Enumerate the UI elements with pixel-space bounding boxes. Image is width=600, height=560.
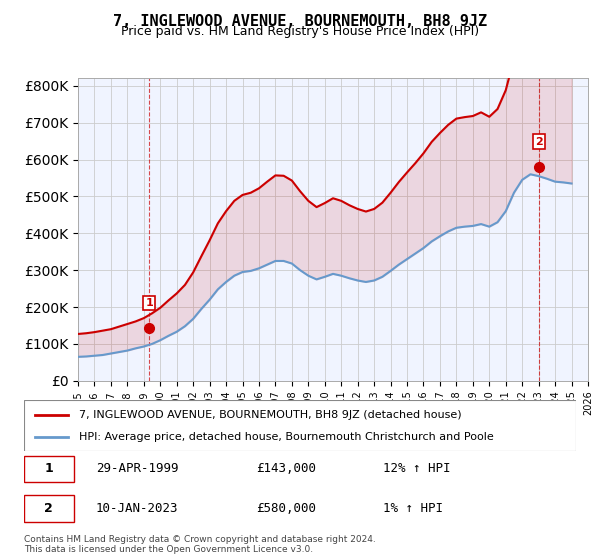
Text: Contains HM Land Registry data © Crown copyright and database right 2024.
This d: Contains HM Land Registry data © Crown c… [24,535,376,554]
FancyBboxPatch shape [24,495,74,521]
Text: 7, INGLEWOOD AVENUE, BOURNEMOUTH, BH8 9JZ: 7, INGLEWOOD AVENUE, BOURNEMOUTH, BH8 9J… [113,14,487,29]
Text: £580,000: £580,000 [256,502,316,515]
Text: 10-JAN-2023: 10-JAN-2023 [96,502,178,515]
Text: 2: 2 [44,502,53,515]
Text: 2: 2 [535,137,543,147]
Text: 12% ↑ HPI: 12% ↑ HPI [383,463,450,475]
FancyBboxPatch shape [24,400,576,451]
Text: 29-APR-1999: 29-APR-1999 [96,463,178,475]
Text: £143,000: £143,000 [256,463,316,475]
Text: 7, INGLEWOOD AVENUE, BOURNEMOUTH, BH8 9JZ (detached house): 7, INGLEWOOD AVENUE, BOURNEMOUTH, BH8 9J… [79,409,462,419]
Text: 1: 1 [44,463,53,475]
Text: 1: 1 [145,298,153,308]
FancyBboxPatch shape [24,456,74,482]
Text: HPI: Average price, detached house, Bournemouth Christchurch and Poole: HPI: Average price, detached house, Bour… [79,432,494,442]
Text: Price paid vs. HM Land Registry's House Price Index (HPI): Price paid vs. HM Land Registry's House … [121,25,479,38]
Text: 1% ↑ HPI: 1% ↑ HPI [383,502,443,515]
